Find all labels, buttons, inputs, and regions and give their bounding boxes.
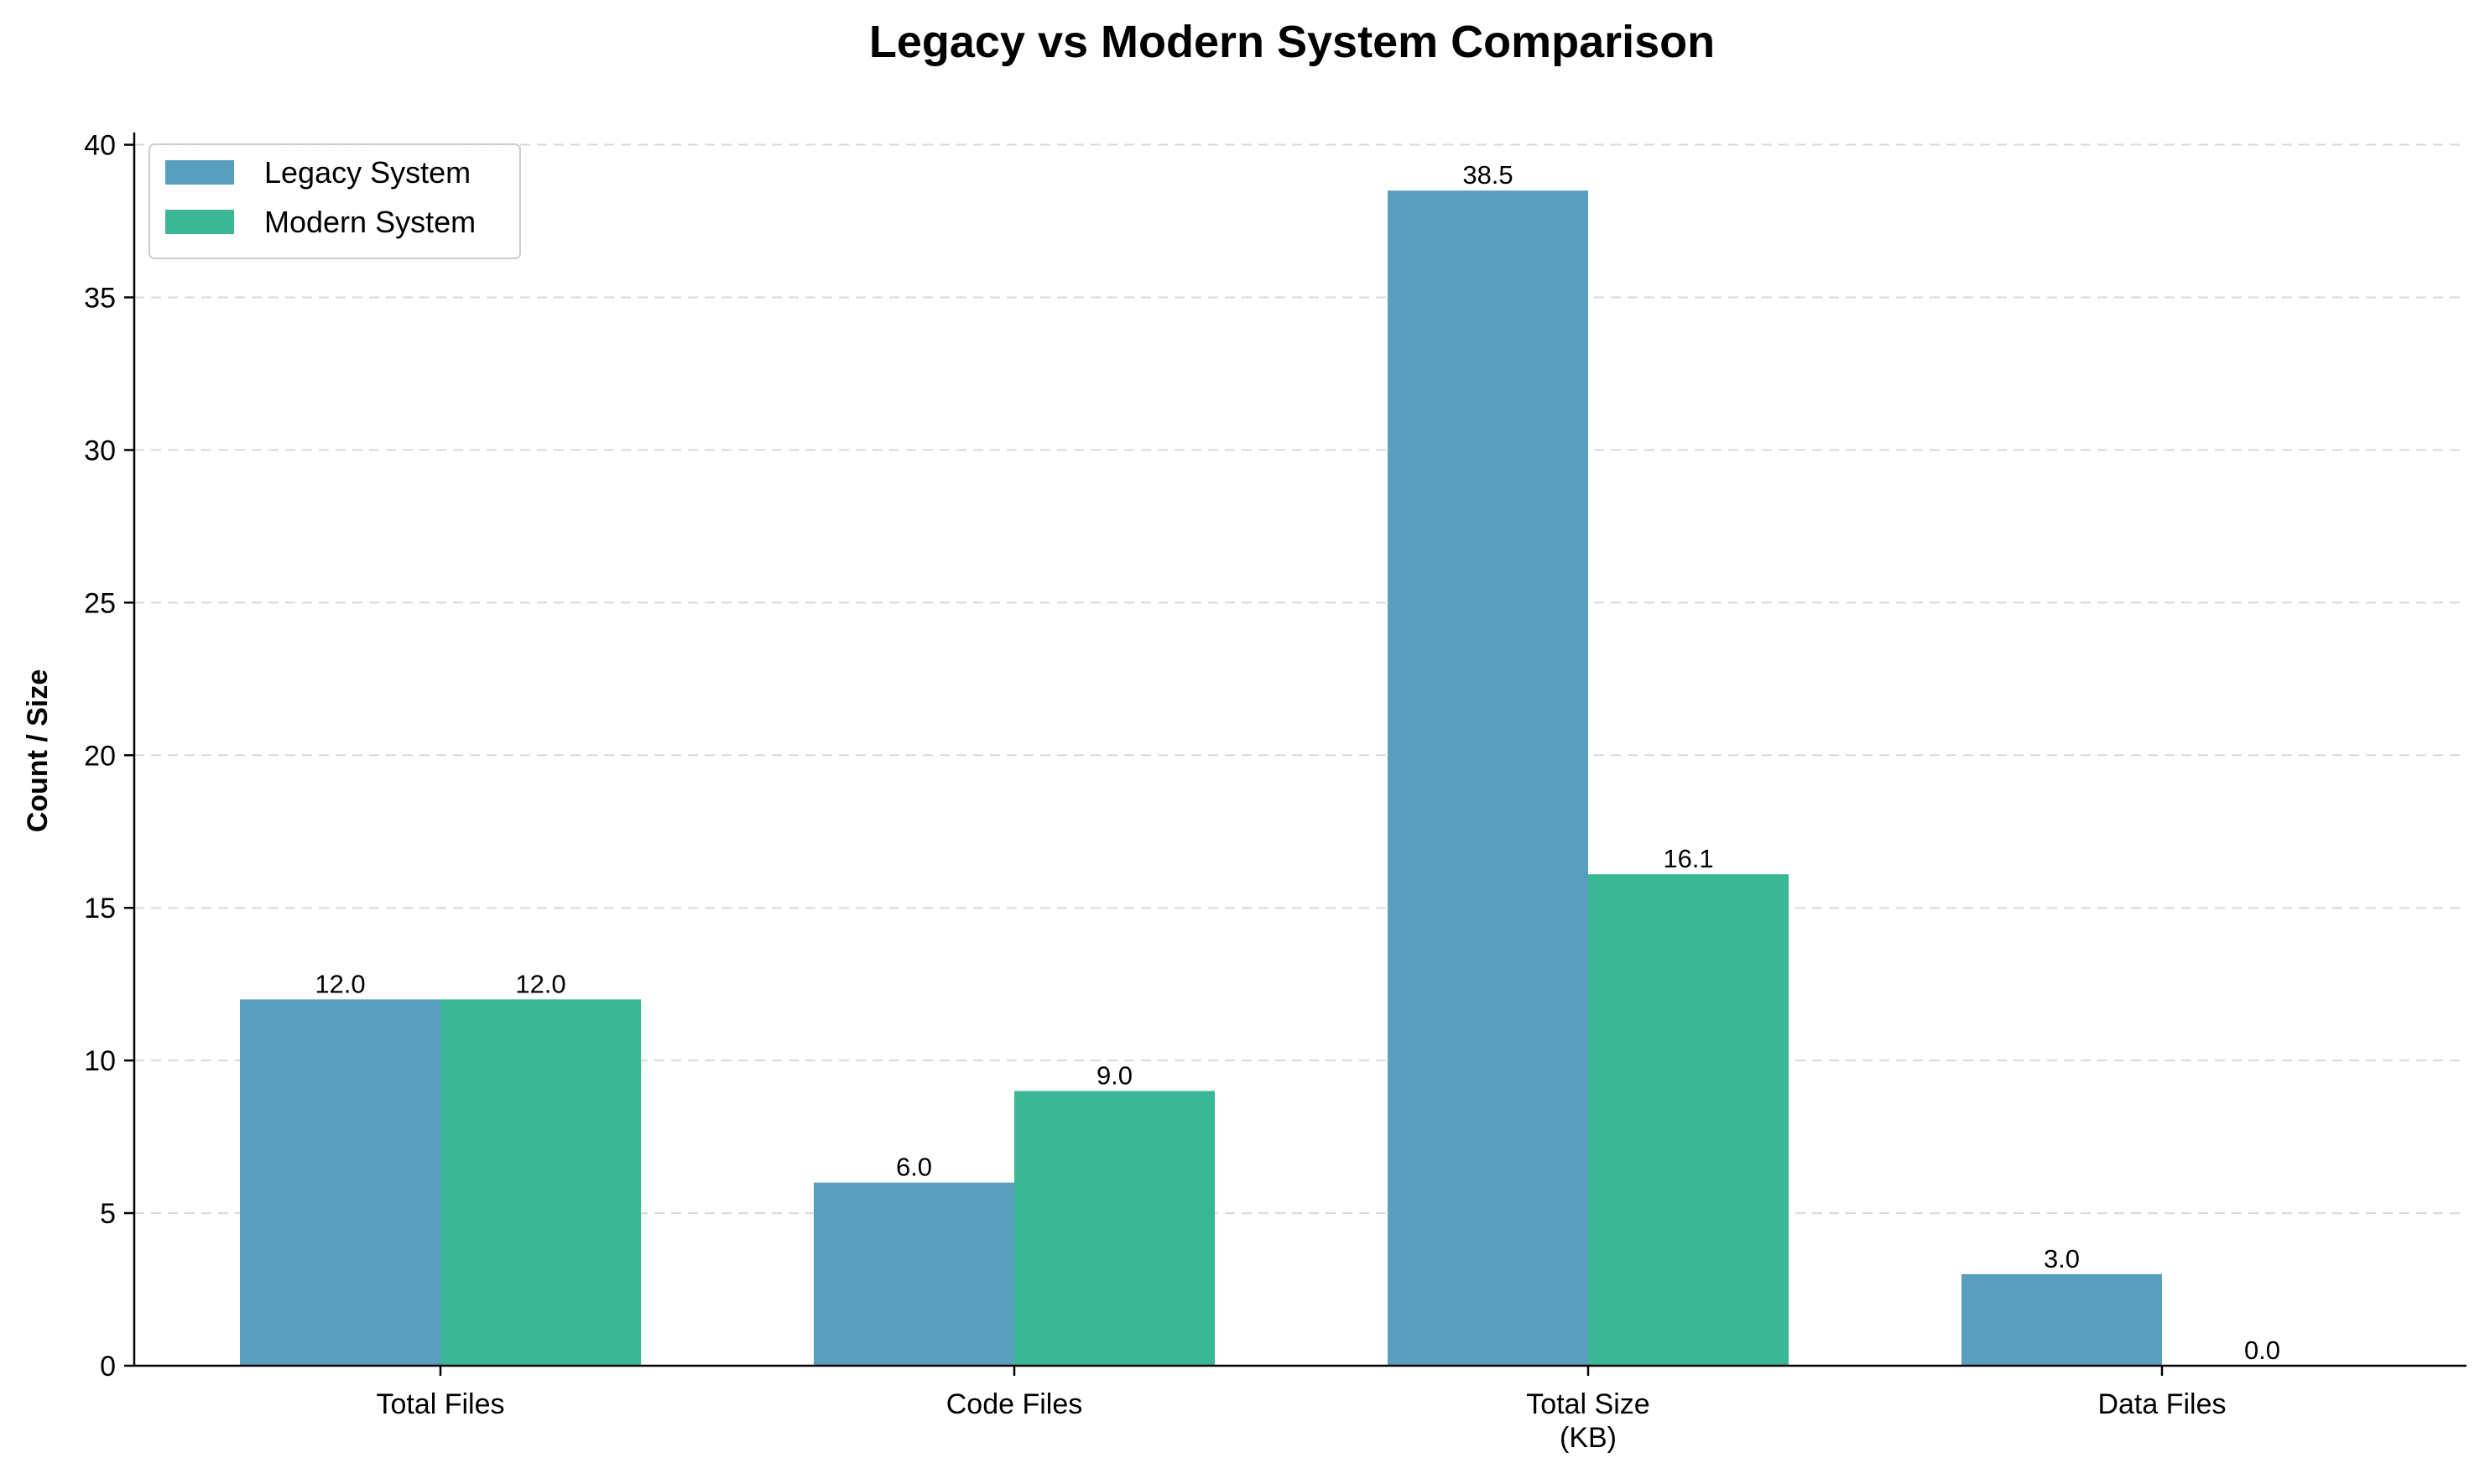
data-label: 0.0: [2244, 1336, 2280, 1365]
legend-swatch: [165, 160, 234, 185]
bar-modern: [1588, 874, 1789, 1366]
chart-title: Legacy vs Modern System Comparison: [869, 17, 1715, 67]
bar-legacy: [1961, 1273, 2162, 1366]
data-label: 38.5: [1462, 160, 1513, 190]
x-tick-label: Total Size: [1526, 1388, 1649, 1420]
bars: [240, 190, 2162, 1366]
y-axis-label: Count / Size: [22, 669, 54, 833]
legend: Legacy System Modern System: [148, 143, 521, 259]
data-labels: 12.0 12.0 6.0 9.0 38.5 16.1 3.0 0.0: [315, 160, 2280, 1365]
data-label: 12.0: [515, 969, 565, 998]
x-tick-label: Data Files: [2097, 1388, 2226, 1420]
data-label: 9.0: [1097, 1061, 1133, 1091]
y-tick-label: 40: [84, 130, 116, 162]
x-ticks: Total Files Code Files Total Size(KB) Data …: [376, 1366, 2227, 1454]
data-label: 12.0: [315, 969, 365, 998]
x-tick-label: Code Files: [946, 1388, 1083, 1420]
x-tick-label: Total Files: [376, 1388, 504, 1420]
y-tick-label: 15: [84, 893, 116, 924]
y-tick-label: 25: [84, 587, 116, 619]
y-tick-label: 5: [100, 1198, 116, 1230]
y-tick-label: 20: [84, 740, 116, 772]
bar-modern: [440, 999, 641, 1366]
data-label: 16.1: [1663, 844, 1713, 873]
legend-frame: [148, 143, 521, 259]
legend-label: Modern System: [264, 205, 476, 239]
y-tick-label: 10: [84, 1045, 116, 1077]
bar-legacy: [814, 1182, 1014, 1366]
y-ticks: 0 5 10 15 20 25 30 35 40: [84, 130, 134, 1382]
y-tick-label: 30: [84, 435, 116, 466]
legend-swatch: [165, 210, 234, 234]
bar-legacy: [240, 999, 440, 1366]
bar-legacy: [1388, 190, 1588, 1366]
y-tick-label: 0: [100, 1351, 116, 1382]
y-tick-label: 35: [84, 282, 116, 314]
legend-label: Legacy System: [264, 155, 471, 190]
axes: [133, 133, 2467, 1367]
data-label: 6.0: [896, 1153, 932, 1182]
data-label: 3.0: [2044, 1244, 2080, 1273]
x-tick-label: (KB): [1560, 1422, 1617, 1454]
bar-modern: [1014, 1091, 1215, 1366]
